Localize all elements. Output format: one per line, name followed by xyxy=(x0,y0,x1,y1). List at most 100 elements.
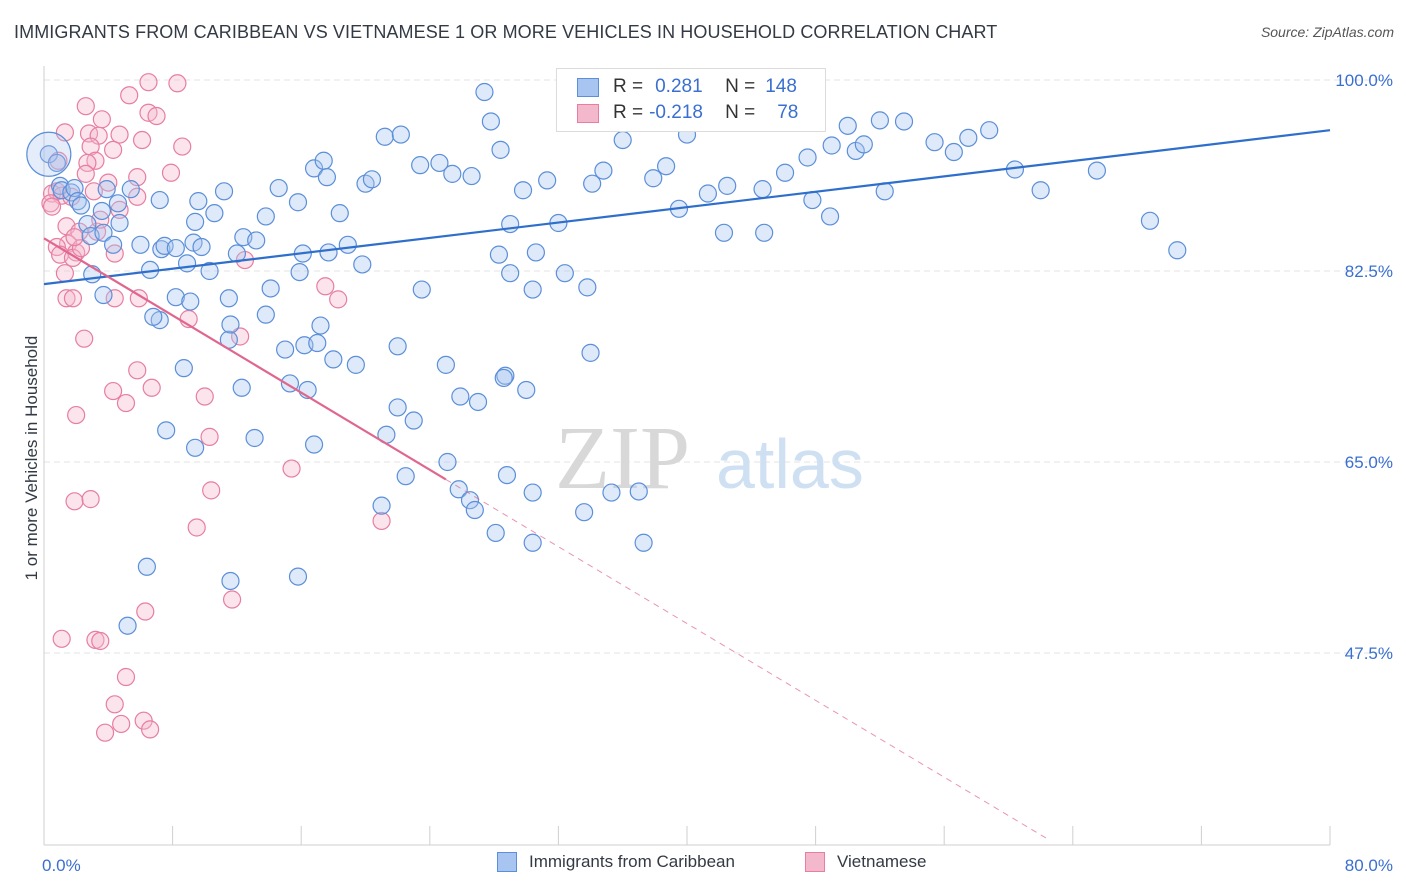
caribbean-point xyxy=(256,207,275,226)
vietnamese-point xyxy=(92,110,111,129)
vietnamese-point xyxy=(128,187,147,206)
legend-label: Immigrants from Caribbean xyxy=(529,852,735,871)
n-label: N = xyxy=(725,102,756,123)
caribbean-point xyxy=(944,142,963,162)
vietnamese-point xyxy=(63,289,83,308)
n-value: 148 xyxy=(765,76,797,97)
blue-swatch xyxy=(497,852,517,872)
vietnamese-point xyxy=(139,73,158,92)
caribbean-point xyxy=(166,238,185,258)
caribbean-point xyxy=(186,212,205,231)
vietnamese-point xyxy=(231,327,250,346)
caribbean-point xyxy=(269,178,288,198)
caribbean-point xyxy=(644,169,663,188)
caribbean-point xyxy=(205,204,224,223)
caribbean-point xyxy=(1031,181,1050,200)
watermark-atlas: atlas xyxy=(716,425,864,503)
vietnamese-point xyxy=(140,720,160,739)
vietnamese-point xyxy=(99,173,118,192)
pink-swatch xyxy=(577,103,599,123)
caribbean-point xyxy=(497,465,517,485)
caribbean-point xyxy=(261,279,280,298)
caribbean-point xyxy=(26,131,72,177)
caribbean-point xyxy=(820,207,840,226)
caribbean-point xyxy=(71,196,91,215)
caribbean-point xyxy=(118,616,137,635)
caribbean-point xyxy=(256,305,275,324)
caribbean-point xyxy=(78,214,97,234)
vietnamese-point xyxy=(329,290,348,309)
vietnamese-trend-extension xyxy=(445,479,1049,841)
caribbean-point xyxy=(288,193,308,212)
caribbean-point xyxy=(657,157,676,176)
caribbean-point xyxy=(753,180,772,199)
caribbean-point xyxy=(489,245,509,264)
trend-lines xyxy=(43,129,1331,841)
vietnamese-point xyxy=(76,164,95,183)
r-value: 0.281 xyxy=(655,76,703,97)
caribbean-point xyxy=(314,151,333,170)
caribbean-point xyxy=(465,500,484,520)
vietnamese-point xyxy=(168,74,187,93)
caribbean-point xyxy=(290,262,309,282)
caribbean-point xyxy=(526,243,545,262)
caribbean-point xyxy=(104,235,123,254)
caribbean-point xyxy=(698,184,717,203)
caribbean-point xyxy=(108,194,128,213)
caribbean-point xyxy=(602,483,621,502)
caribbean-point xyxy=(338,235,357,254)
vietnamese-point xyxy=(128,361,147,380)
caribbean-point xyxy=(555,264,574,283)
vietnamese-point xyxy=(142,378,161,397)
caribbean-point xyxy=(396,467,415,486)
caribbean-point xyxy=(959,128,978,147)
caribbean-point xyxy=(594,161,613,180)
legend-label: Vietnamese xyxy=(837,852,927,871)
caribbean-point xyxy=(517,380,536,400)
vietnamese-point xyxy=(132,130,152,150)
vietnamese-point xyxy=(76,97,95,116)
legend-row-vietnamese: R = -0.218 N = 78 xyxy=(577,101,798,125)
caribbean-point xyxy=(304,159,324,178)
caribbean-point xyxy=(232,378,251,397)
y-tick-label: 100.0% xyxy=(1335,71,1393,90)
r-label: R = xyxy=(613,102,644,123)
caribbean-point xyxy=(838,116,857,135)
vietnamese-points xyxy=(41,73,391,742)
caribbean-point xyxy=(189,192,208,211)
caribbean-point xyxy=(1168,241,1187,260)
caribbean-point xyxy=(94,223,113,242)
caribbean-point xyxy=(822,136,841,155)
caribbean-point xyxy=(581,343,600,362)
caribbean-point xyxy=(755,223,774,242)
caribbean-point xyxy=(436,355,455,374)
legend-item-caribbean: Immigrants from Caribbean xyxy=(497,852,735,872)
caribbean-point xyxy=(925,133,944,152)
caribbean-point xyxy=(319,243,338,262)
caribbean-point xyxy=(174,359,193,378)
caribbean-point xyxy=(221,315,240,334)
n-label: N = xyxy=(725,76,756,97)
y-tick-label: 47.5% xyxy=(1345,644,1393,663)
caribbean-point xyxy=(798,148,817,167)
x-tick-label: 0.0% xyxy=(42,856,81,875)
caribbean-point xyxy=(375,127,394,146)
vietnamese-point xyxy=(105,695,124,714)
caribbean-point xyxy=(214,182,234,201)
caribbean-point xyxy=(513,181,533,200)
caribbean-point xyxy=(391,125,410,144)
caribbean-point xyxy=(245,428,264,448)
vietnamese-point xyxy=(120,86,139,105)
caribbean-point xyxy=(388,398,407,417)
caribbean-point xyxy=(110,213,129,233)
caribbean-point xyxy=(372,496,391,515)
caribbean-point xyxy=(538,171,557,190)
correlation-legend: R = 0.281 N = 148 R = -0.218 N = 78 xyxy=(556,68,826,132)
caribbean-point xyxy=(97,180,116,199)
caribbean-point xyxy=(150,190,169,210)
caribbean-point xyxy=(166,288,185,307)
caribbean-point xyxy=(460,491,480,510)
caribbean-point xyxy=(221,571,240,591)
caribbean-point xyxy=(411,156,430,175)
caribbean-point xyxy=(523,483,542,502)
